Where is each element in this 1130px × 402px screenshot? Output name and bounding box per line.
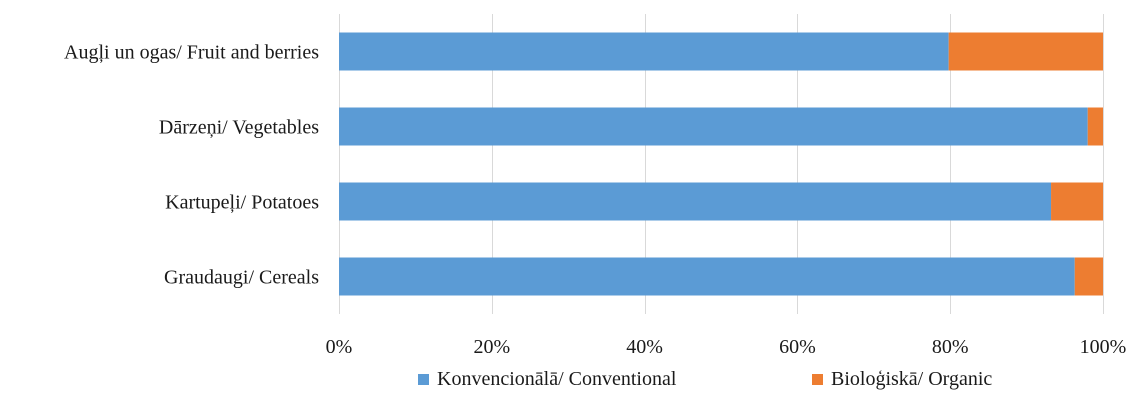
- category-label: Kartupeļi/ Potatoes: [165, 192, 319, 214]
- legend-swatch: [418, 374, 429, 385]
- category-label: Dārzeņi/ Vegetables: [159, 117, 319, 139]
- bar-segment-organic: [948, 32, 1103, 71]
- x-tick-labels: 0% 20% 40% 60% 80% 100%: [326, 336, 1127, 358]
- legend-label: Konvencionālā/ Conventional: [437, 368, 677, 390]
- legend: Konvencionālā/ Conventional Bioloģiskā/ O…: [418, 368, 992, 390]
- bar-segment-conventional: [339, 182, 1052, 221]
- x-tick-label: 20%: [473, 336, 510, 358]
- legend-label: Bioloģiskā/ Organic: [831, 368, 992, 390]
- legend-swatch: [812, 374, 823, 385]
- x-tick-label: 60%: [779, 336, 816, 358]
- category-labels: Augļi un ogas/ Fruit and berries Dārzeņi/…: [64, 42, 319, 289]
- x-tick-label: 100%: [1080, 336, 1127, 358]
- bar-segment-conventional: [339, 257, 1075, 296]
- category-label: Augļi un ogas/ Fruit and berries: [64, 42, 319, 64]
- bar-segment-organic: [1051, 182, 1103, 221]
- x-tick-label: 0%: [326, 336, 353, 358]
- x-tick-label: 80%: [932, 336, 969, 358]
- bars: [339, 32, 1103, 296]
- category-label: Graudaugi/ Cereals: [164, 267, 319, 289]
- bar-segment-conventional: [339, 107, 1088, 146]
- x-tick-label: 40%: [626, 336, 663, 358]
- bar-segment-organic: [1074, 257, 1103, 296]
- bar-segment-organic: [1087, 107, 1103, 146]
- bar-segment-conventional: [339, 32, 949, 71]
